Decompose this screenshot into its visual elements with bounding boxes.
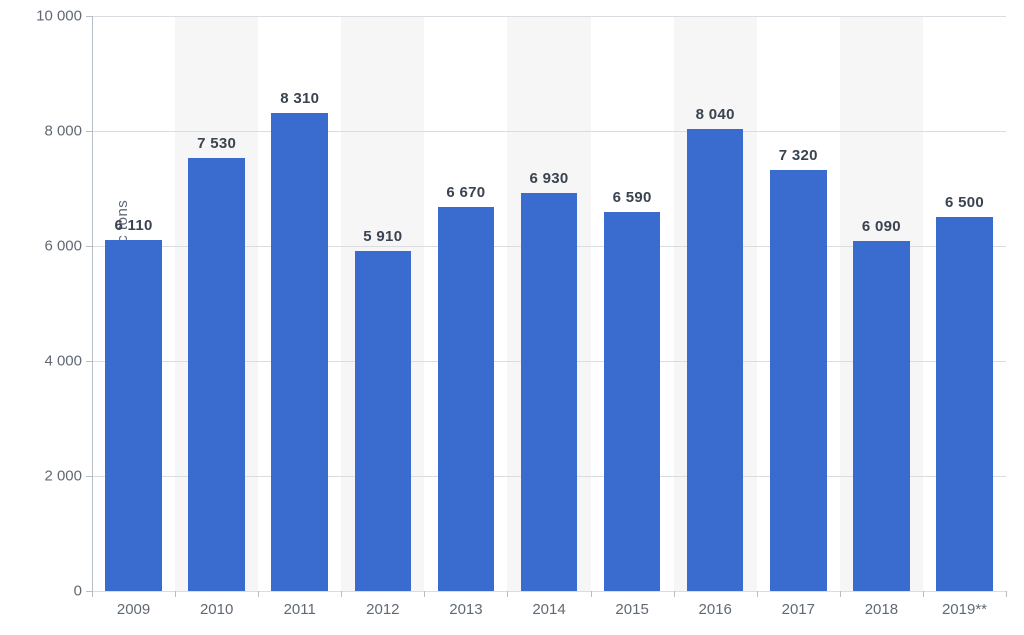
x-tick-label: 2014 — [507, 601, 590, 618]
x-tick-label: 2010 — [175, 601, 258, 618]
bar: 7 320 — [770, 170, 827, 591]
x-tick-label: 2015 — [591, 601, 674, 618]
bar: 5 910 — [355, 251, 412, 591]
bar-slot: 6 500 — [923, 16, 1006, 591]
bar-slot: 6 930 — [507, 16, 590, 591]
bar-value-label: 7 530 — [197, 135, 236, 152]
bar-slot: 6 110 — [92, 16, 175, 591]
x-tick-label: 2017 — [757, 601, 840, 618]
bar-slot: 6 670 — [424, 16, 507, 591]
bars-container: 6 110 7 530 8 310 5 910 6 670 6 930 6 590 8 040… — [92, 16, 1006, 591]
x-tick-label: 2019** — [923, 601, 1006, 618]
bar: 6 090 — [853, 241, 910, 591]
bar-slot: 7 530 — [175, 16, 258, 591]
bar-slot: 8 310 — [258, 16, 341, 591]
bar-slot: 8 040 — [674, 16, 757, 591]
x-tick-mark — [1006, 591, 1007, 597]
x-tick-mark — [674, 591, 675, 597]
bar-value-label: 8 310 — [280, 90, 319, 107]
x-tick-label: 2018 — [840, 601, 923, 618]
bar: 6 930 — [521, 193, 578, 591]
bar-value-label: 5 910 — [363, 228, 402, 245]
bar-slot: 6 590 — [591, 16, 674, 591]
x-tick-mark — [591, 591, 592, 597]
x-tick-mark — [507, 591, 508, 597]
x-tick-mark — [424, 591, 425, 597]
bar-value-label: 6 590 — [613, 189, 652, 206]
bar-value-label: 8 040 — [696, 106, 735, 123]
bar-slot: 6 090 — [840, 16, 923, 591]
x-tick-mark — [923, 591, 924, 597]
x-tick-mark — [840, 591, 841, 597]
x-tick-label: 2013 — [424, 601, 507, 618]
bar-value-label: 6 110 — [114, 217, 152, 234]
bar-value-label: 6 670 — [446, 184, 485, 201]
bar-chart: Silver consumption in metric tons 02 000… — [0, 0, 1024, 635]
x-tick-mark — [175, 591, 176, 597]
y-tick-label: 0 — [74, 583, 82, 600]
y-tick-label: 4 000 — [44, 353, 82, 370]
bar: 8 310 — [271, 113, 328, 591]
bar-value-label: 6 090 — [862, 218, 901, 235]
y-tick-label: 2 000 — [44, 468, 82, 485]
x-tick-label: 2011 — [258, 601, 341, 618]
bar-value-label: 7 320 — [779, 147, 818, 164]
bar-value-label: 6 500 — [945, 194, 984, 211]
y-tick-label: 6 000 — [44, 238, 82, 255]
bar-slot: 5 910 — [341, 16, 424, 591]
x-tick-mark — [341, 591, 342, 597]
bar: 6 110 — [105, 240, 162, 591]
x-tick-label: 2012 — [341, 601, 424, 618]
bar: 6 500 — [936, 217, 993, 591]
y-tick-label: 8 000 — [44, 123, 82, 140]
bar: 8 040 — [687, 129, 744, 591]
y-tick-label: 10 000 — [36, 8, 82, 25]
x-tick-mark — [258, 591, 259, 597]
x-tick-label: 2016 — [674, 601, 757, 618]
bar-slot: 7 320 — [757, 16, 840, 591]
bar: 6 670 — [438, 207, 495, 591]
x-axis-labels: 2009201020112012201320142015201620172018… — [92, 601, 1006, 618]
plot-area: 02 0004 0006 0008 00010 000 6 1107 5308 … — [92, 16, 1006, 591]
x-tick-mark — [757, 591, 758, 597]
bar-value-label: 6 930 — [529, 170, 568, 187]
x-tick-label: 2009 — [92, 601, 175, 618]
bar: 6 590 — [604, 212, 661, 591]
grid-line — [92, 591, 1006, 592]
bar: 7 530 — [188, 158, 245, 591]
x-tick-mark — [92, 591, 93, 597]
